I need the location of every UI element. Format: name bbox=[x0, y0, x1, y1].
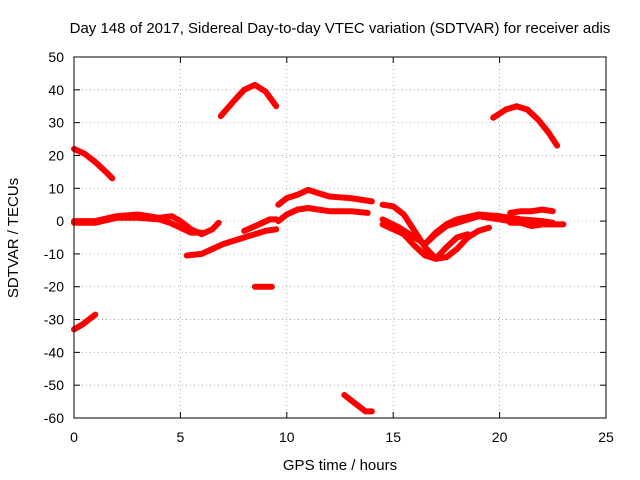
y-tick-label: -30 bbox=[44, 312, 64, 328]
series-line-s18 bbox=[490, 103, 561, 149]
chart-title: Day 148 of 2017, Sidereal Day-to-day VTE… bbox=[70, 20, 611, 37]
x-tick-label: 5 bbox=[177, 429, 185, 445]
series-line-s14 bbox=[379, 213, 514, 248]
plot-frame bbox=[73, 56, 607, 419]
series-line-s13 bbox=[379, 221, 471, 262]
series-line-s6 bbox=[241, 216, 280, 234]
y-tick-label: -10 bbox=[44, 246, 64, 262]
series-line-s9 bbox=[275, 186, 375, 208]
x-tick-label: 10 bbox=[279, 429, 295, 445]
x-axis-label: GPS time / hours bbox=[283, 457, 397, 474]
y-tick-label: -20 bbox=[44, 279, 64, 295]
series-line-s10 bbox=[275, 205, 371, 225]
y-tick-label: -50 bbox=[44, 377, 64, 393]
y-tick-label: 20 bbox=[48, 147, 64, 163]
series-line-s11 bbox=[341, 392, 375, 415]
x-tick-label: 20 bbox=[492, 429, 508, 445]
series-line-s7 bbox=[217, 81, 280, 120]
y-tick-label: -40 bbox=[44, 344, 64, 360]
series-line-s1 bbox=[71, 145, 116, 182]
series-group bbox=[71, 81, 567, 415]
y-axis-label: SDTVAR / TECUs bbox=[5, 178, 22, 298]
y-tick-label: 10 bbox=[48, 180, 64, 196]
y-tick-label: 50 bbox=[48, 49, 64, 65]
series-line-s15 bbox=[422, 211, 556, 248]
y-tick-label: -60 bbox=[44, 410, 64, 426]
y-tick-label: 0 bbox=[56, 213, 64, 229]
series-line-s2 bbox=[71, 311, 99, 333]
series-line-s4 bbox=[71, 214, 205, 236]
y-tick-label: 40 bbox=[48, 82, 64, 98]
y-tick-label: 30 bbox=[48, 115, 64, 131]
series-line-s16 bbox=[507, 219, 567, 229]
ticks: -60 -50 -40 -30 -20 -10 0 10 20 30 40 50 0 5 10 15 20 25 bbox=[44, 49, 614, 445]
series-line-s17 bbox=[507, 206, 556, 216]
series-line-s5 bbox=[183, 226, 280, 259]
x-tick-label: 25 bbox=[598, 429, 614, 445]
x-tick-label: 15 bbox=[385, 429, 401, 445]
x-tick-label: 0 bbox=[70, 429, 78, 445]
